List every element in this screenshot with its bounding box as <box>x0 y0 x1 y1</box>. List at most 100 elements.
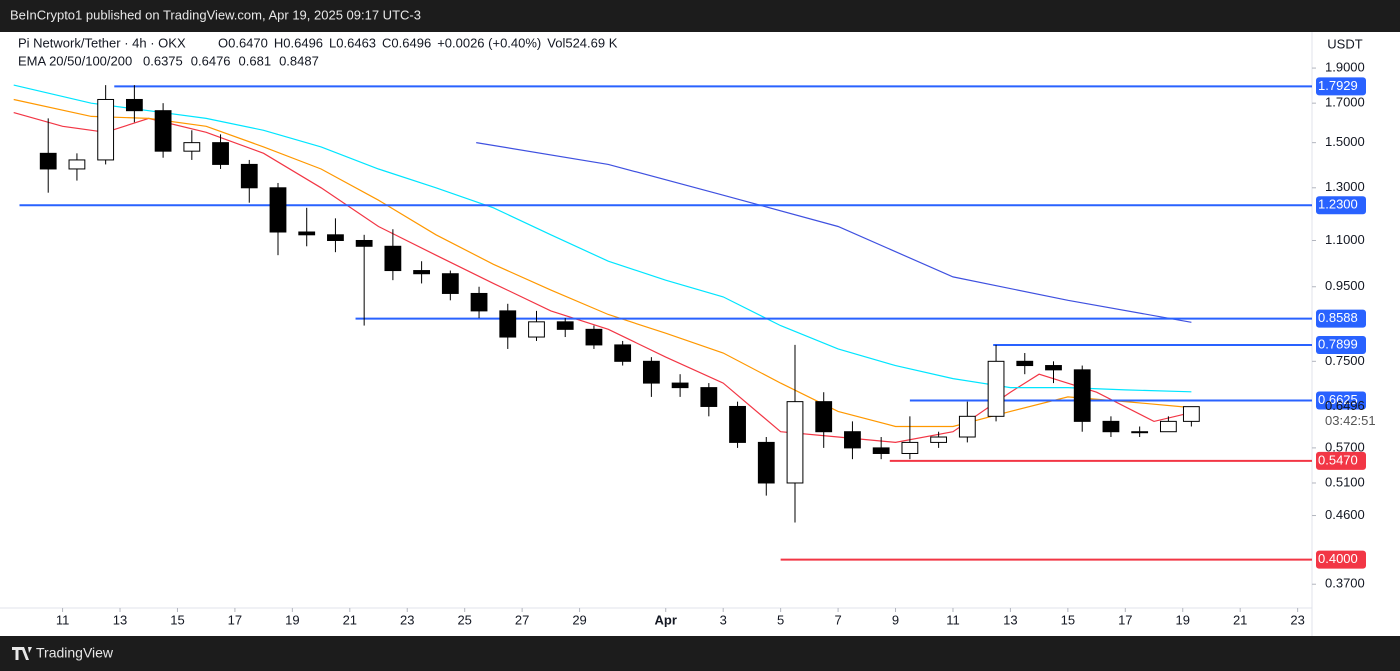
x-tick-label: 15 <box>170 612 184 627</box>
x-tick-label: 5 <box>777 612 784 627</box>
level-label: 0.4000 <box>1318 551 1358 566</box>
candle-body <box>1102 420 1120 433</box>
y-tick-label: 0.4600 <box>1325 507 1365 522</box>
x-tick-label: 11 <box>56 612 70 627</box>
x-tick-label: 13 <box>113 612 127 627</box>
countdown: 03:42:51 <box>1325 413 1376 428</box>
ema-line <box>476 142 1192 323</box>
candle-body <box>413 270 431 275</box>
level-label: 0.8588 <box>1318 310 1358 325</box>
candle-body <box>212 142 229 165</box>
x-tick-label: 23 <box>400 612 414 627</box>
footer-logo <box>12 647 32 660</box>
ema-value: 0.8487 <box>279 53 319 68</box>
legend-value: H0.6496 <box>274 35 323 50</box>
candle-body <box>1182 406 1200 422</box>
level-badge <box>1316 196 1366 215</box>
footer: TradingView <box>36 645 114 661</box>
candle-body <box>901 441 919 454</box>
y-tick-label: 0.5100 <box>1325 474 1365 489</box>
currency: USDT <box>1327 36 1362 51</box>
indicator-label: EMA 20/50/100/200 <box>18 53 132 68</box>
y-tick-label: 0.7500 <box>1325 353 1365 368</box>
candle-body <box>470 292 488 312</box>
level-badge <box>1316 309 1366 328</box>
candle-body <box>355 239 373 247</box>
candle-body <box>97 98 115 161</box>
level-badge <box>1316 335 1366 354</box>
y-tick-label: 0.9500 <box>1325 278 1365 293</box>
y-tick-label: 0.5700 <box>1325 439 1365 454</box>
x-tick-label: 19 <box>1176 612 1190 627</box>
x-tick-label: 25 <box>457 612 471 627</box>
level-badge <box>1316 550 1366 569</box>
candle-body <box>872 447 890 454</box>
candle-body <box>240 163 258 189</box>
chart-panel <box>0 32 1400 636</box>
header: BeInCrypto1 published on TradingView.com… <box>10 7 421 22</box>
candle-body <box>125 98 143 112</box>
x-tick-label: 17 <box>1118 612 1132 627</box>
candle-body <box>154 110 172 152</box>
x-tick-label: 21 <box>1233 612 1247 627</box>
candle-body <box>729 405 746 443</box>
candle-body <box>958 415 976 438</box>
candle-body <box>1131 431 1149 434</box>
x-tick-label: 23 <box>1290 612 1304 627</box>
x-tick-label: 29 <box>572 612 586 627</box>
candle-body <box>844 431 861 449</box>
candle-body <box>1045 365 1062 371</box>
level-badge <box>1316 451 1366 470</box>
x-tick-label: Apr <box>655 612 677 627</box>
x-tick-label: 11 <box>946 612 960 627</box>
y-tick-label: 0.3700 <box>1325 576 1365 591</box>
candle-body <box>528 321 545 338</box>
candle-body <box>499 310 517 338</box>
legend-value: L0.6463 <box>329 35 376 50</box>
y-tick-label: 1.3000 <box>1325 179 1365 194</box>
candle-body <box>269 187 287 233</box>
x-tick-label: 19 <box>285 612 299 627</box>
candle-body <box>68 159 86 170</box>
x-tick-label: 17 <box>228 612 242 627</box>
y-tick-label: 1.7000 <box>1325 95 1365 110</box>
level-badge <box>1316 391 1366 410</box>
ema-value: 0.6375 <box>143 53 183 68</box>
candle-body <box>1016 360 1034 367</box>
level-label: 1.7929 <box>1318 78 1358 93</box>
candle-body <box>1073 369 1091 422</box>
candle-body <box>671 382 689 389</box>
candle-body <box>757 441 775 484</box>
candle-body <box>183 142 201 152</box>
candle-body <box>556 321 574 330</box>
x-tick-label: 15 <box>1061 612 1075 627</box>
x-tick-label: 7 <box>834 612 841 627</box>
candle-body <box>585 328 603 346</box>
candle-body <box>1159 420 1177 433</box>
level-badge <box>1316 77 1366 96</box>
level-label: 1.2300 <box>1318 197 1358 212</box>
candle-body <box>441 273 459 294</box>
y-tick-label: 1.1000 <box>1325 232 1365 247</box>
x-tick-label: 3 <box>720 612 727 627</box>
candle-body <box>786 401 804 484</box>
legend-value: +0.0026 (+0.40%) <box>437 35 541 50</box>
x-tick-label: 13 <box>1003 612 1017 627</box>
level-label: 0.5470 <box>1318 452 1358 467</box>
legend-value: O0.6470 <box>218 35 268 50</box>
candle-body <box>614 344 632 362</box>
top-bar <box>0 0 1400 32</box>
legend-value: C0.6496 <box>382 35 431 50</box>
ema-value: 0.681 <box>239 53 272 68</box>
candle-body <box>384 245 402 272</box>
candle-body <box>298 231 316 236</box>
y-tick-label: 1.9000 <box>1325 60 1365 75</box>
candle-body <box>930 436 948 443</box>
x-tick-label: 9 <box>892 612 899 627</box>
ema-value: 0.6476 <box>191 53 231 68</box>
last-price: 0.6496 <box>1325 398 1365 413</box>
candle-body <box>642 360 660 384</box>
footer-bar <box>0 636 1400 671</box>
